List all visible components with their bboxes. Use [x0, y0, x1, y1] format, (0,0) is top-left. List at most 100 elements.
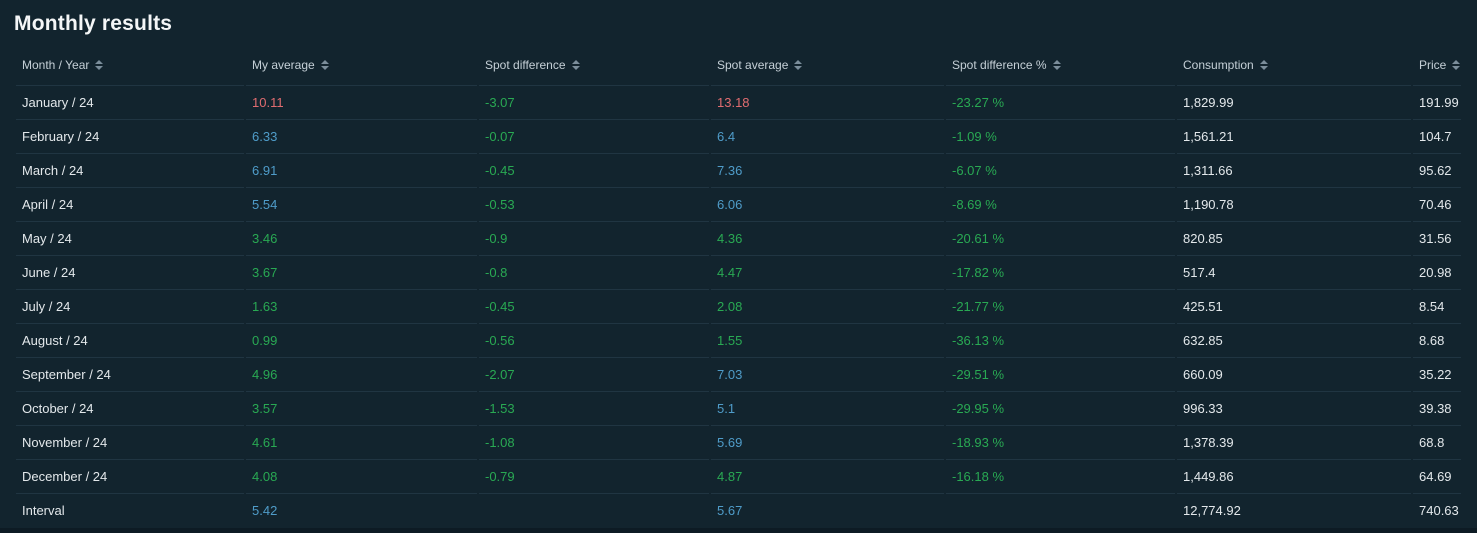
cell-price: 8.68 [1413, 323, 1461, 357]
cell-spot-difference-pct: -18.93 % [946, 425, 1175, 459]
cell-price: 35.22 [1413, 357, 1461, 391]
sort-icon[interactable] [1452, 59, 1461, 70]
column-header-label: Spot difference [485, 58, 566, 72]
cell-spot-difference: -0.56 [479, 323, 709, 357]
cell-consumption: 1,190.78 [1177, 187, 1411, 221]
cell-spot-difference-pct: -16.18 % [946, 459, 1175, 493]
cell-consumption: 1,449.86 [1177, 459, 1411, 493]
cell-price: 95.62 [1413, 153, 1461, 187]
cell-month: May / 24 [16, 221, 244, 255]
cell-my-average: 10.11 [246, 85, 477, 119]
cell-consumption: 425.51 [1177, 289, 1411, 323]
cell-month: Interval [16, 493, 244, 527]
sort-icon[interactable] [1259, 59, 1268, 70]
cell-my-average: 3.67 [246, 255, 477, 289]
table-row: June / 24 3.67 -0.8 4.47 -17.82 % 517.4 20.98 [16, 255, 1461, 289]
cell-my-average: 6.33 [246, 119, 477, 153]
cell-month: June / 24 [16, 255, 244, 289]
cell-price: 20.98 [1413, 255, 1461, 289]
cell-price: 104.7 [1413, 119, 1461, 153]
cell-spot-average: 5.67 [711, 493, 944, 527]
column-header-label: My average [252, 58, 315, 72]
cell-month: December / 24 [16, 459, 244, 493]
cell-spot-average: 1.55 [711, 323, 944, 357]
column-header-month[interactable]: Month / Year [16, 45, 244, 85]
table-row: October / 24 3.57 -1.53 5.1 -29.95 % 996.33 39… [16, 391, 1461, 425]
cell-spot-difference-pct: -29.95 % [946, 391, 1175, 425]
cell-spot-average: 4.47 [711, 255, 944, 289]
sort-icon[interactable] [794, 59, 803, 70]
cell-spot-difference-pct: -36.13 % [946, 323, 1175, 357]
cell-spot-difference-pct: -6.07 % [946, 153, 1175, 187]
cell-price: 68.8 [1413, 425, 1461, 459]
cell-spot-average: 6.4 [711, 119, 944, 153]
cell-month: August / 24 [16, 323, 244, 357]
cell-month: November / 24 [16, 425, 244, 459]
cell-my-average: 4.61 [246, 425, 477, 459]
cell-my-average: 5.42 [246, 493, 477, 527]
cell-my-average: 6.91 [246, 153, 477, 187]
cell-consumption: 517.4 [1177, 255, 1411, 289]
cell-consumption: 1,829.99 [1177, 85, 1411, 119]
sort-icon[interactable] [571, 59, 580, 70]
cell-my-average: 0.99 [246, 323, 477, 357]
cell-spot-difference-pct: -23.27 % [946, 85, 1175, 119]
column-header-label: Consumption [1183, 58, 1254, 72]
table-row: August / 24 0.99 -0.56 1.55 -36.13 % 632.85 8.… [16, 323, 1461, 357]
cell-month: September / 24 [16, 357, 244, 391]
table-row: September / 24 4.96 -2.07 7.03 -29.51 % 660.0… [16, 357, 1461, 391]
cell-spot-average: 5.1 [711, 391, 944, 425]
cell-spot-difference: -0.45 [479, 289, 709, 323]
cell-price: 39.38 [1413, 391, 1461, 425]
cell-consumption: 996.33 [1177, 391, 1411, 425]
column-header-spot-difference[interactable]: Spot difference [479, 45, 709, 85]
cell-spot-average: 7.36 [711, 153, 944, 187]
table-row: February / 24 6.33 -0.07 6.4 -1.09 % 1,561.21… [16, 119, 1461, 153]
cell-my-average: 5.54 [246, 187, 477, 221]
cell-spot-average: 6.06 [711, 187, 944, 221]
cell-month: July / 24 [16, 289, 244, 323]
sort-icon[interactable] [95, 59, 104, 70]
cell-month: October / 24 [16, 391, 244, 425]
column-header-my-average[interactable]: My average [246, 45, 477, 85]
cell-spot-difference: -1.53 [479, 391, 709, 425]
table-row: November / 24 4.61 -1.08 5.69 -18.93 % 1,378.… [16, 425, 1461, 459]
cell-spot-difference: -2.07 [479, 357, 709, 391]
cell-consumption: 1,378.39 [1177, 425, 1411, 459]
cell-spot-difference: -1.08 [479, 425, 709, 459]
cell-my-average: 3.46 [246, 221, 477, 255]
cell-my-average: 3.57 [246, 391, 477, 425]
cell-spot-difference: -0.53 [479, 187, 709, 221]
table-row: March / 24 6.91 -0.45 7.36 -6.07 % 1,311.66 95… [16, 153, 1461, 187]
sort-icon[interactable] [1052, 59, 1061, 70]
cell-spot-difference-pct: -20.61 % [946, 221, 1175, 255]
cell-spot-difference-pct: -21.77 % [946, 289, 1175, 323]
page-title: Monthly results [14, 12, 173, 35]
cell-price: 31.56 [1413, 221, 1461, 255]
cell-consumption: 1,561.21 [1177, 119, 1411, 153]
cell-spot-difference-pct: -29.51 % [946, 357, 1175, 391]
cell-consumption: 820.85 [1177, 221, 1411, 255]
cell-spot-difference-pct: -17.82 % [946, 255, 1175, 289]
column-header-consumption[interactable]: Consumption [1177, 45, 1411, 85]
cell-spot-average: 2.08 [711, 289, 944, 323]
table-row: Interval 5.42 5.67 12,774.92 740.63 [16, 493, 1461, 527]
table-row: May / 24 3.46 -0.9 4.36 -20.61 % 820.85 31.56 [16, 221, 1461, 255]
cell-spot-difference-pct: -8.69 % [946, 187, 1175, 221]
cell-spot-difference-pct [946, 493, 1175, 527]
column-header-label: Spot average [717, 58, 789, 72]
cell-consumption: 12,774.92 [1177, 493, 1411, 527]
sort-icon[interactable] [320, 59, 329, 70]
column-header-spot-average[interactable]: Spot average [711, 45, 944, 85]
column-header-spot-difference-pct[interactable]: Spot difference % [946, 45, 1175, 85]
cell-spot-difference: -0.9 [479, 221, 709, 255]
cell-spot-difference: -0.8 [479, 255, 709, 289]
cell-my-average: 4.08 [246, 459, 477, 493]
column-header-price[interactable]: Price [1413, 45, 1461, 85]
cell-month: January / 24 [16, 85, 244, 119]
table-row: July / 24 1.63 -0.45 2.08 -21.77 % 425.51 8.54 [16, 289, 1461, 323]
cell-spot-difference: -0.79 [479, 459, 709, 493]
table-row: December / 24 4.08 -0.79 4.87 -16.18 % 1,449.… [16, 459, 1461, 493]
cell-month: February / 24 [16, 119, 244, 153]
